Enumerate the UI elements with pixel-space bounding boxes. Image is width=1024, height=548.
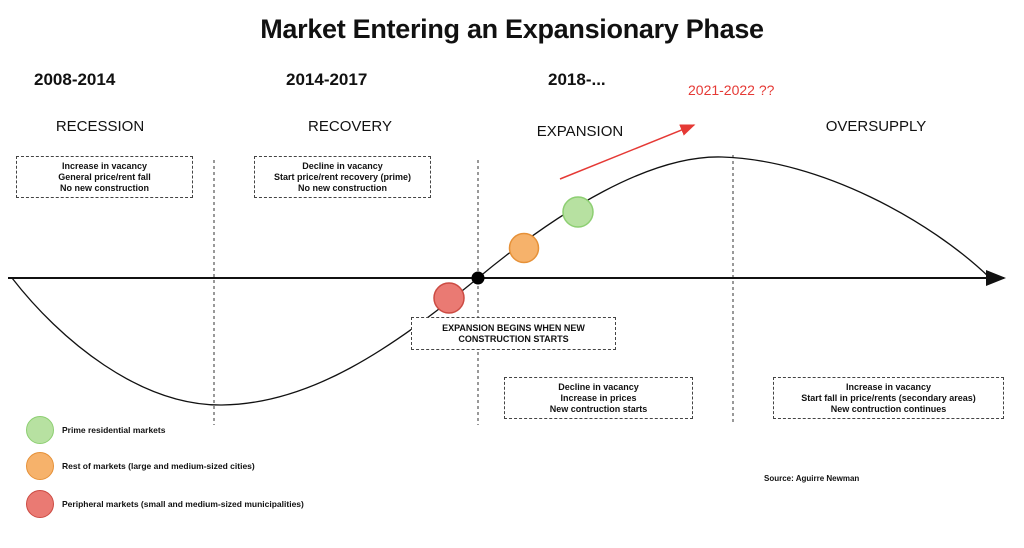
recovery-box-line: Start price/rent recovery (prime) [273,171,412,182]
forecast-label: 2021-2022 ?? [688,82,775,98]
prime-markets-marker [562,196,594,228]
phase-oversupply: OVERSUPPLY [825,118,927,135]
source-note: Source: Aguirre Newman [764,474,860,483]
legend-green-dot [26,416,54,444]
recession-box-line: General price/rent fall [58,171,151,182]
legend-item-prime: Prime residential markets [26,416,165,444]
recovery-box: Decline in vacancy Start price/rent reco… [254,156,431,198]
oversupply-box-line: New contruction continues [830,403,947,414]
oversupply-box-line: Start fall in price/rents (secondary are… [801,392,976,403]
recession-box: Increase in vacancy General price/rent f… [16,156,193,198]
legend-item-rest: Rest of markets (large and medium-sized … [26,452,255,480]
phase-expansion: EXPANSION [536,123,624,140]
legend-orange-dot [26,452,54,480]
expansion-start-box-line: CONSTRUCTION STARTS [458,333,569,344]
oversupply-box: Increase in vacancy Start fall in price/… [773,377,1004,419]
recession-box-line: Increase in vacancy [61,160,148,171]
legend-label: Peripheral markets (small and medium-siz… [62,499,304,509]
legend-label: Prime residential markets [62,425,166,435]
recovery-box-line: No new construction [297,182,387,193]
phase-recovery: RECOVERY [308,118,392,135]
expansion-box-line: Increase in prices [560,392,637,403]
rest-of-markets-marker [508,232,540,264]
diagram-title: Market Entering an Expansionary Phase [260,14,764,44]
phase-recession: RECESSION [55,118,145,135]
expansion-start-box: EXPANSION BEGINS WHEN NEW CONSTRUCTION S… [411,317,616,350]
expansion-start-box-line: EXPANSION BEGINS WHEN NEW [442,322,585,333]
expansion-start-point [471,271,485,285]
expansion-box-line: Decline in vacancy [558,381,639,392]
expansion-box-line: New contruction starts [549,403,648,414]
trend-arrow [559,124,696,180]
period-expansion: 2018-... [548,70,606,89]
period-recession: 2008-2014 [34,70,116,89]
legend-red-dot [26,490,54,518]
legend-item-peripheral: Peripheral markets (small and medium-siz… [26,490,304,518]
recovery-box-line: Decline in vacancy [302,160,383,171]
oversupply-box-line: Increase in vacancy [845,381,932,392]
recession-box-line: No new construction [59,182,149,193]
period-recovery: 2014-2017 [286,70,368,89]
expansion-box: Decline in vacancy Increase in prices Ne… [504,377,693,419]
peripheral-markets-marker [433,282,465,314]
legend-label: Rest of markets (large and medium-sized … [62,461,255,471]
